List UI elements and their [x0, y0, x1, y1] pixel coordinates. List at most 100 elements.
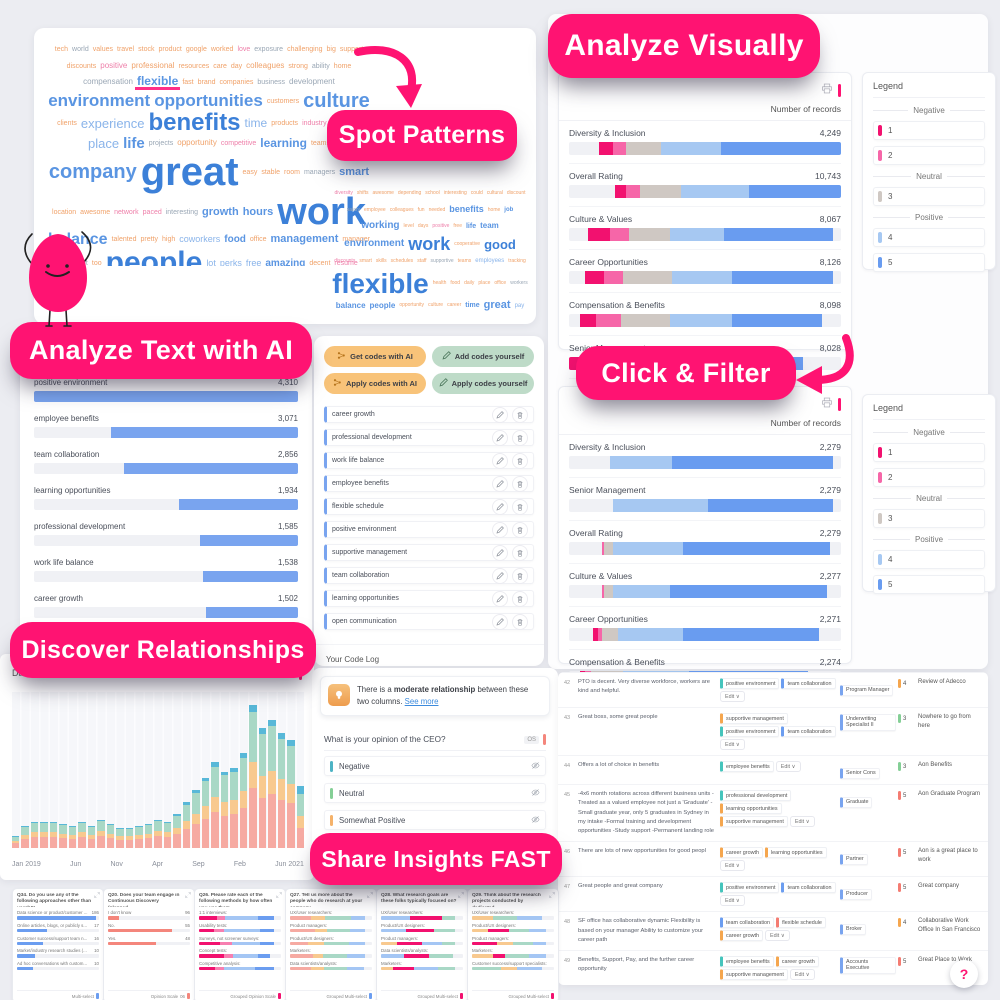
date-bar[interactable]: [163, 822, 172, 848]
bar-segment[interactable]: [639, 185, 681, 198]
legend-item[interactable]: 4: [873, 228, 985, 247]
legend-item[interactable]: 5: [873, 253, 985, 272]
code-tag[interactable]: career growth: [775, 956, 819, 968]
date-bar[interactable]: [135, 826, 143, 848]
bar-segment[interactable]: [748, 185, 841, 198]
delete-code-button[interactable]: [512, 498, 528, 515]
bar-segment[interactable]: [596, 314, 621, 327]
bar-segment[interactable]: [585, 271, 605, 284]
legend-item[interactable]: 5: [873, 575, 985, 594]
date-bar[interactable]: [49, 822, 58, 848]
date-bar[interactable]: [97, 820, 105, 848]
bar-segment[interactable]: [669, 314, 733, 327]
printer-icon[interactable]: [821, 81, 833, 99]
stacked-bar[interactable]: [569, 142, 841, 155]
date-bar[interactable]: [287, 740, 295, 848]
date-bar[interactable]: [30, 822, 39, 848]
date-bar[interactable]: [249, 705, 257, 848]
code-tag[interactable]: career growth: [720, 930, 763, 942]
date-bar[interactable]: [40, 822, 48, 848]
edit-code-button[interactable]: [492, 406, 508, 423]
date-chart-plot[interactable]: [12, 692, 305, 848]
edit-tags-button[interactable]: Edit ∨: [789, 816, 815, 827]
date-bar[interactable]: [68, 826, 77, 848]
bar-segment[interactable]: [661, 142, 722, 155]
bar-segment[interactable]: [601, 585, 605, 598]
date-bar[interactable]: [154, 820, 162, 848]
code-tag[interactable]: supportive management: [720, 713, 788, 724]
code-tag[interactable]: supportive management: [720, 816, 788, 827]
date-bar[interactable]: [201, 778, 210, 848]
bar-segment[interactable]: [609, 456, 673, 469]
ai-bar-track[interactable]: [34, 571, 298, 582]
report-thumbnail[interactable]: Q26. Please rate each of the following m…: [194, 888, 286, 1000]
bar-segment[interactable]: [612, 585, 670, 598]
date-bar[interactable]: [173, 814, 181, 848]
date-bar[interactable]: [230, 768, 238, 848]
legend-item[interactable]: 3: [873, 509, 985, 528]
stacked-bar[interactable]: [569, 499, 841, 512]
report-thumbnail[interactable]: Q34. Do you use any of the following app…: [12, 888, 104, 1000]
bar-segment[interactable]: [612, 542, 684, 555]
date-bar[interactable]: [106, 824, 115, 848]
edit-code-button[interactable]: [492, 429, 508, 446]
bar-segment[interactable]: [588, 228, 610, 241]
bar-segment[interactable]: [732, 314, 822, 327]
bar-segment[interactable]: [721, 142, 841, 155]
bar-segment[interactable]: [612, 142, 627, 155]
delete-code-button[interactable]: [512, 544, 528, 561]
legend-item[interactable]: 2: [873, 468, 985, 487]
delete-code-button[interactable]: [512, 521, 528, 538]
edit-tags-button[interactable]: Edit ∨: [720, 691, 745, 702]
apply-codes-with-ai-button[interactable]: Apply codes with AI: [324, 373, 426, 394]
bar-segment[interactable]: [601, 628, 618, 641]
bar-segment[interactable]: [620, 314, 670, 327]
edit-code-button[interactable]: [492, 544, 508, 561]
legend-item[interactable]: 2: [873, 146, 985, 165]
delete-code-button[interactable]: [512, 406, 528, 423]
bar-segment[interactable]: [683, 542, 831, 555]
ceo-option[interactable]: Neutral: [324, 783, 546, 803]
legend-item[interactable]: 1: [873, 443, 985, 462]
stacked-bar[interactable]: [569, 185, 841, 198]
delete-code-button[interactable]: [512, 429, 528, 446]
bar-segment[interactable]: [724, 228, 833, 241]
delete-code-button[interactable]: [512, 567, 528, 584]
bar-segment[interactable]: [669, 585, 828, 598]
date-bar[interactable]: [192, 790, 200, 848]
ai-bar-track[interactable]: [34, 427, 298, 438]
edit-tags-button[interactable]: Edit ∨: [720, 895, 745, 907]
code-tag[interactable]: positive environment: [720, 726, 780, 737]
bar-segment[interactable]: [601, 542, 605, 555]
bar-segment[interactable]: [680, 185, 749, 198]
date-bar[interactable]: [144, 824, 153, 848]
edit-tags-button[interactable]: Edit ∨: [775, 761, 801, 772]
report-thumbnail[interactable]: Q29. Think about the research projects c…: [467, 888, 559, 1000]
edit-tags-button[interactable]: Edit ∨: [720, 739, 745, 750]
edit-code-button[interactable]: [492, 613, 508, 630]
report-thumbnail[interactable]: Q27. Tell us more about the people who d…: [285, 888, 377, 1000]
date-bar[interactable]: [182, 802, 191, 848]
delete-code-button[interactable]: [512, 475, 528, 492]
report-thumbnail[interactable]: Q20. Does your team engage in Continuous…: [103, 888, 195, 1000]
code-tag[interactable]: supportive management: [720, 969, 788, 981]
code-tag[interactable]: team collaboration: [781, 882, 836, 894]
stacked-bar[interactable]: [569, 228, 841, 241]
ai-bar-track[interactable]: [34, 499, 298, 510]
bar-segment[interactable]: [626, 142, 662, 155]
date-bar[interactable]: [296, 786, 305, 848]
edit-tags-button[interactable]: Edit ∨: [789, 969, 815, 981]
hide-category-icon[interactable]: [531, 811, 540, 829]
edit-tags-button[interactable]: Edit ∨: [720, 860, 745, 872]
bar-segment[interactable]: [612, 499, 708, 512]
bar-segment[interactable]: [593, 628, 598, 641]
edit-code-button[interactable]: [492, 567, 508, 584]
date-bar[interactable]: [277, 733, 286, 848]
legend-item[interactable]: 1: [873, 121, 985, 140]
date-bar[interactable]: [78, 822, 86, 848]
bar-segment[interactable]: [669, 228, 724, 241]
stacked-bar[interactable]: [569, 542, 841, 555]
bar-segment[interactable]: [626, 185, 640, 198]
code-tag[interactable]: team collaboration: [720, 917, 775, 929]
bar-segment[interactable]: [579, 314, 597, 327]
